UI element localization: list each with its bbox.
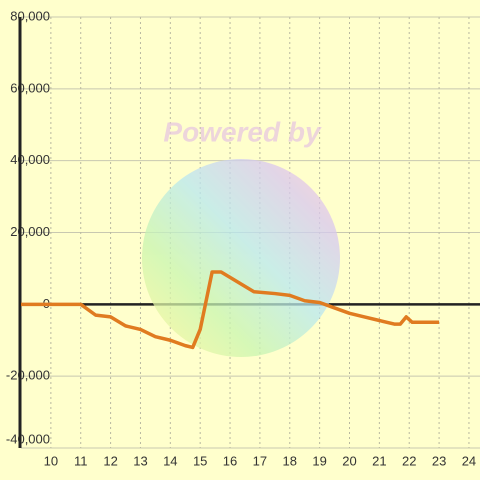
x-tick-label: 20 [342,453,356,468]
y-tick-label: 40,000 [10,152,50,167]
x-tick-label: 22 [402,453,416,468]
y-tick-label: -20,000 [6,368,50,383]
watermark-text: Powered by [163,116,322,147]
x-tick-label: 21 [372,453,386,468]
y-tick-label: 60,000 [10,80,50,95]
y-tick-label: 80,000 [10,8,50,23]
x-tick-label: 13 [133,453,147,468]
x-tick-label: 24 [462,453,476,468]
x-tick-label: 16 [223,453,237,468]
x-tick-label: 23 [432,453,446,468]
x-tick-label: 11 [74,453,88,468]
x-tick-label: 15 [193,453,207,468]
x-tick-label: 18 [283,453,297,468]
data-line [21,270,440,350]
x-tick-label: 12 [103,453,117,468]
x-tick-label: 17 [253,453,267,468]
x-tick-label: 19 [312,453,326,468]
x-tick-label: 14 [163,453,177,468]
x-tick-label: 10 [44,453,58,468]
watermark-circle [142,159,340,357]
watermark: Powered by [142,116,340,357]
y-tick-label: 20,000 [10,224,50,239]
y-tick-label: -40,000 [6,431,50,446]
